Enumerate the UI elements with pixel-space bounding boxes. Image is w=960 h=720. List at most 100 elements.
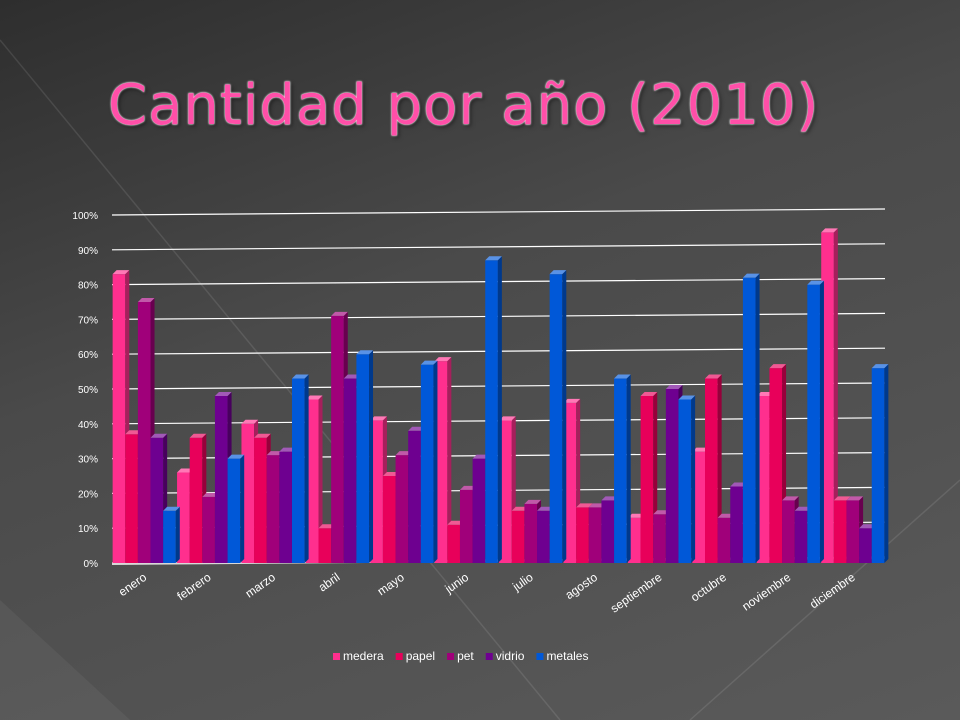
bar-metales-marzo [292,375,309,563]
bar-metales-julio [550,270,567,563]
y-tick-label: 90% [78,246,98,257]
y-tick-label: 40% [78,420,98,431]
bar-metales-febrero [228,455,245,563]
bar-side [433,361,437,563]
legend-swatch [486,653,493,660]
bar-face [215,396,228,563]
bar-face [202,497,215,563]
y-axis-ticks: 0% 10% 20% 30% 40% 50% 60% 70% 80% 90% 100% [72,211,98,570]
bar-face [319,528,332,563]
bar-side [627,375,631,563]
bar-side [240,455,244,563]
bar-face [524,504,537,563]
legend: medera papel pet vidrio metales [333,649,588,663]
y-tick-label: 80% [78,281,98,292]
legend-label: vidrio [496,649,525,663]
legend-swatch [396,653,403,660]
bar-side [691,395,695,563]
bar-face [190,438,203,563]
bar-face [344,379,357,563]
bar-face [859,528,872,563]
bar-side [498,256,502,563]
legend-item-papel: papel [396,649,435,663]
x-tick-label: abril [316,570,343,594]
bar-metales-septiembre [678,395,695,563]
legend-item-medera: medera [333,649,384,663]
bar-face [163,511,176,563]
bar-face [718,518,731,563]
bars [113,228,889,563]
y-tick-label: 100% [72,211,98,222]
legend-item-pet: pet [447,649,474,663]
x-tick-label: junio [442,570,472,597]
y-tick-label: 0% [84,559,99,570]
bar-face [228,459,241,563]
bar-face [383,476,396,563]
legend-label: medera [343,649,384,663]
bar-face [267,455,280,563]
y-tick-label: 30% [78,455,98,466]
x-tick-label: agosto [563,570,601,602]
x-tick-label: julio [509,570,536,594]
bar-face [408,431,421,563]
bar-metales-noviembre [807,281,824,563]
bar-face [576,507,589,563]
bar-face [666,389,679,563]
bar-face [601,500,614,563]
x-tick-label: septiembre [608,570,665,616]
gridline [112,209,885,215]
bar-face [356,354,369,563]
x-tick-label: octubre [688,570,729,605]
bar-face [678,399,691,563]
bar-face [795,511,808,563]
bar-face [331,316,344,563]
x-tick-label: noviembre [739,570,793,614]
bar-face [769,368,782,563]
bar-side [884,364,888,563]
bar-face [743,278,756,563]
bar-side [305,375,309,563]
bar-face [254,438,267,563]
x-tick-label: marzo [243,570,279,601]
legend-item-metales: metales [536,649,588,663]
legend-swatch [333,653,340,660]
bar-face [872,368,885,563]
legend-label: papel [406,649,435,663]
bar-face [138,302,151,563]
y-tick-label: 50% [78,385,98,396]
bar-face [113,274,126,563]
bar-metales-agosto [614,375,631,563]
bar-metales-junio [485,256,502,563]
bar-metales-abril [356,350,373,563]
bar-metales-mayo [421,361,438,563]
bar-face [292,379,305,563]
legend-label: metales [546,649,588,663]
bar-face [705,379,718,563]
bar-face [807,285,820,563]
bar-face [396,455,409,563]
legend-label: pet [457,649,474,663]
bar-side [562,270,566,563]
bar-face [537,511,550,563]
bar-face [485,260,498,563]
x-tick-label: diciembre [807,570,858,611]
x-tick-label: enero [116,570,149,599]
bar-face [421,365,434,563]
y-tick-label: 60% [78,350,98,361]
bar-face [279,452,292,563]
bar-side [820,281,824,563]
x-tick-label: febrero [174,570,213,603]
y-tick-label: 20% [78,489,98,500]
bar-metales-octubre [743,274,760,563]
bar-face [460,490,473,563]
bar-face [512,511,525,563]
bar-metales-enero [163,507,180,563]
bar-face [730,486,743,563]
x-axis-labels: enero febrero marzo abril mayo junio julio agos… [116,570,858,616]
bar-metales-diciembre [872,364,889,563]
bar-face [550,274,563,563]
gridline [112,244,885,250]
bar-face [614,379,627,563]
bar-face [125,434,138,563]
